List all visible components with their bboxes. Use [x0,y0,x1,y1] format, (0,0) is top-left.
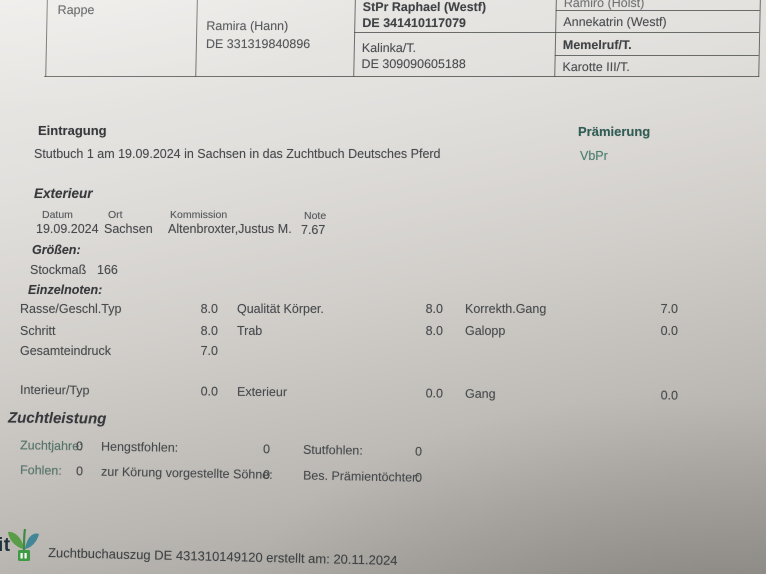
plant-icon [8,528,39,561]
exterieur-kommission: Altenbroxter,Justus M. [168,222,292,236]
damsire-dam: Annekatrin (Westf) [563,15,667,29]
section-title-zuchtleistung: Zuchtleistung [7,409,107,428]
damdam-id: DE 309090605188 [361,57,466,71]
note-value: 7.0 [660,302,678,316]
table-border [758,0,761,77]
note-value: 0.0 [660,388,679,403]
note-value: 0.0 [200,384,219,399]
col-header-note: Note [304,210,327,222]
damsire-name: StPr Raphael (Westf) [362,0,487,14]
zucht-value: 0 [414,470,423,485]
col-header-datum: Datum [42,209,73,221]
horse-color: Rappe [57,3,95,17]
note-label: Qualität Körper. [237,302,324,316]
section-title-exterieur: Exterieur [34,186,93,201]
table-border [195,0,198,77]
zuchtleistung-row: Zuchtjahre: 0 Hengstfohlen: 0 Stutfohlen… [0,438,766,466]
note-label: Korrekth.Gang [465,302,547,316]
table-border [554,0,557,77]
damdam-dam: Karotte III/T. [562,60,630,74]
einzelnoten-row: Gesamteindruck 7.0 [0,344,766,360]
table-border [45,0,48,77]
eintragung-text: Stutbuch 1 am 19.09.2024 in Sachsen in d… [34,147,441,161]
zucht-value: 0 [414,444,423,459]
table-border [354,32,760,33]
stockmass-value: 166 [97,263,118,277]
note-label: Gesamteindruck [20,344,112,358]
section-title-eintragung: Eintragung [38,123,107,138]
note-label: Trab [237,324,263,338]
note-label: Exterieur [236,384,288,400]
note-label: Gang [464,386,496,401]
zucht-value: 0 [75,439,84,454]
col-header-kommission: Kommission [170,209,228,221]
section-title-groessen: Größen: [32,243,81,257]
pedigree-table: Rappe Ramira (Hann) DE 331319840896 StPr… [0,0,766,80]
note-label: Interieur/Typ [19,382,90,398]
note-value: 8.0 [200,324,218,338]
zucht-value: 0 [262,442,271,457]
zucht-label: Stutfohlen: [302,442,363,458]
einzelnoten-row: Interieur/Typ 0.0 Exterieur 0.0 Gang 0.0 [0,383,766,406]
breeder-association-logo: it [0,523,54,571]
note-label: Galopp [465,324,506,338]
einzelnoten-row: Schritt 8.0 Trab 8.0 Galopp 0.0 [0,324,766,340]
damsire-id: DE 341410117079 [362,16,467,30]
logo-text: it [0,535,11,556]
col-header-ort: Ort [108,209,123,221]
dam-name: Ramira (Hann) [206,19,289,33]
einzelnoten-row: Rasse/Geschl.Typ 8.0 Qualität Körper. 8.… [0,302,766,318]
zucht-label: Hengstfohlen: [100,439,179,455]
note-value: 8.0 [425,302,443,316]
exterieur-datum: 19.09.2024 [36,222,99,236]
praemierung-value: VbPr [580,149,608,163]
note-value: 7.0 [200,344,218,358]
section-title-einzelnoten: Einzelnoten: [28,283,103,297]
note-label: Schritt [20,324,56,338]
note-value: 0.0 [425,386,444,401]
stockmass-label: Stockmaß [30,263,87,277]
damsire-sire: Ramiro (Holst) [563,0,645,10]
note-value: 8.0 [425,324,443,338]
section-title-praemierung: Prämierung [578,124,651,139]
table-border [353,0,356,77]
damdam-name: Kalinka/T. [361,41,417,55]
note-value: 8.0 [200,302,218,316]
footer-extract-line: Zuchtbuchauszug DE 431310149120 erstellt… [47,545,398,568]
damdam-sire: Memelruf/T. [562,38,632,52]
note-label: Rasse/Geschl.Typ [20,302,122,316]
note-value: 0.0 [660,324,678,338]
zucht-value: 0 [75,464,84,479]
table-border [44,76,760,77]
exterieur-note: 7.67 [301,223,326,237]
zuchtleistung-row: Fohlen: 0 zur Körung vorgestellte Söhne:… [0,463,766,494]
exterieur-ort: Sachsen [104,222,153,236]
table-border [554,55,759,56]
zucht-value: 0 [262,467,271,482]
dam-id: DE 331319840896 [205,37,311,51]
